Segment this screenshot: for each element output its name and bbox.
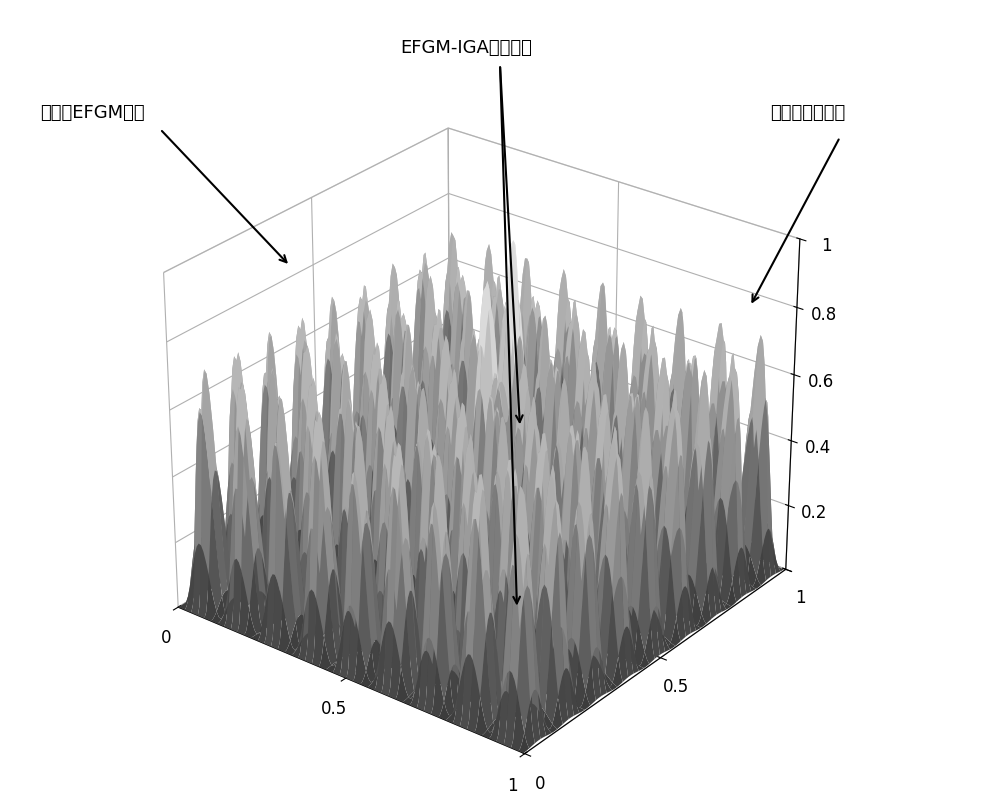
Text: EFGM-IGA耦合区域: EFGM-IGA耦合区域 [400,39,532,57]
Text: 无网格EFGM区域: 无网格EFGM区域 [40,104,145,122]
Text: 等几何分析区域: 等几何分析区域 [770,104,845,122]
